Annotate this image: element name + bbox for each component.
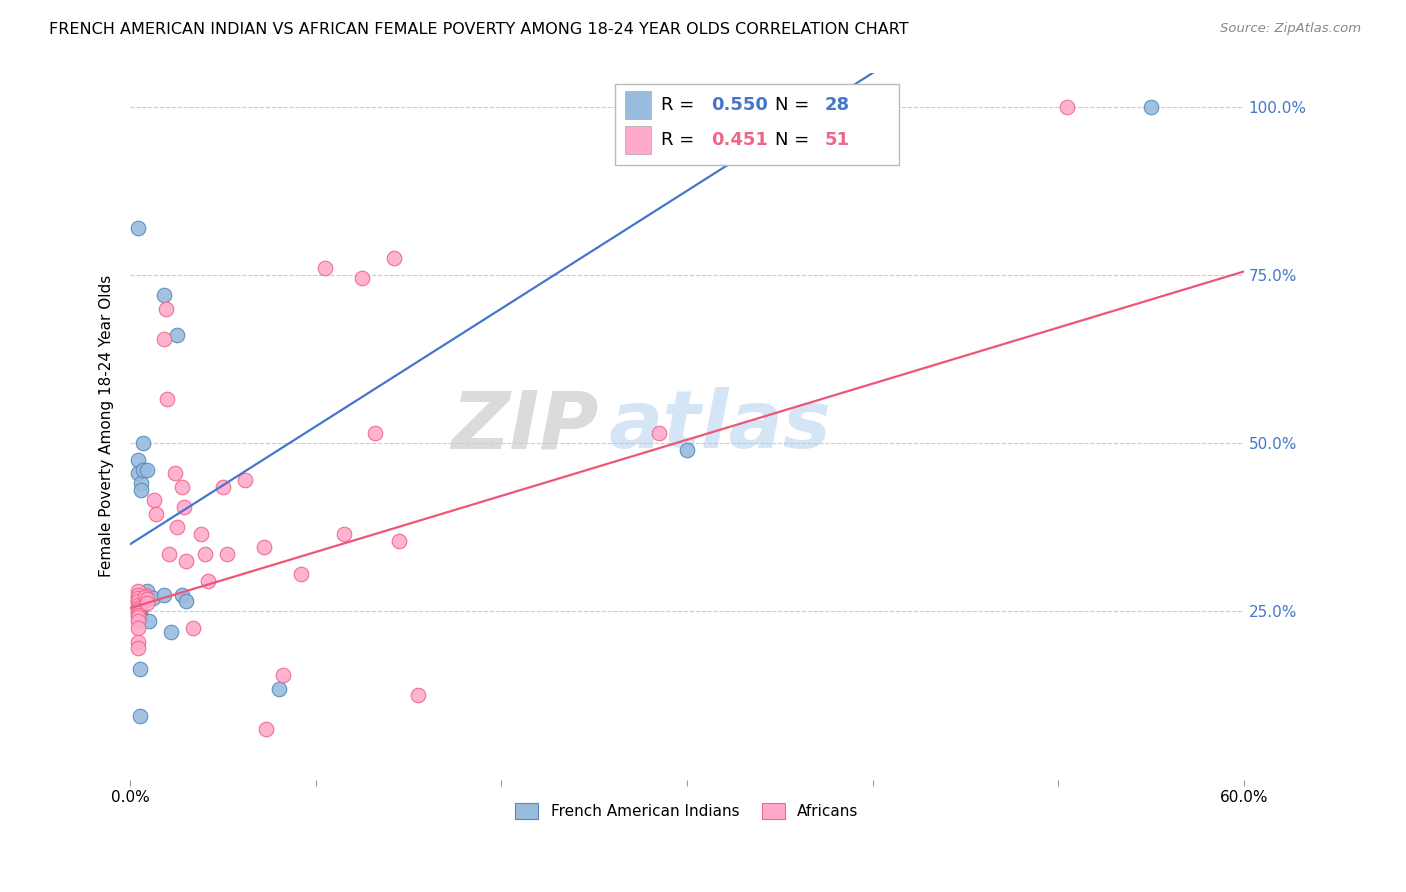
Point <box>127 467 149 481</box>
Point <box>136 463 159 477</box>
Point <box>127 594 149 608</box>
Point <box>127 615 149 629</box>
Point <box>128 708 150 723</box>
Point <box>163 467 186 481</box>
Point <box>128 662 150 676</box>
Point <box>127 598 149 612</box>
Point <box>132 463 155 477</box>
Text: 28: 28 <box>825 95 851 114</box>
Point <box>134 588 156 602</box>
Point <box>290 567 312 582</box>
Point <box>1056 100 1078 114</box>
Point <box>131 483 153 498</box>
Point <box>128 606 150 620</box>
Point <box>128 598 150 612</box>
Point <box>314 261 336 276</box>
Point <box>136 592 159 607</box>
FancyBboxPatch shape <box>614 84 898 165</box>
Y-axis label: Female Poverty Among 18-24 Year Olds: Female Poverty Among 18-24 Year Olds <box>100 275 114 577</box>
Point <box>166 520 188 534</box>
Point <box>332 527 354 541</box>
Point <box>174 554 197 568</box>
Point <box>127 591 149 605</box>
Text: 0.451: 0.451 <box>711 131 769 149</box>
Point <box>136 596 159 610</box>
Point <box>173 500 195 514</box>
Point <box>128 607 150 622</box>
Point <box>128 609 150 624</box>
Point <box>174 594 197 608</box>
Point <box>142 591 165 605</box>
Point <box>128 601 150 615</box>
Point <box>152 588 174 602</box>
Point <box>212 480 235 494</box>
Point <box>127 607 149 622</box>
Text: R =: R = <box>661 95 700 114</box>
Point <box>382 251 405 265</box>
Point <box>157 547 180 561</box>
Point <box>166 328 188 343</box>
Point <box>131 476 153 491</box>
Point <box>127 220 149 235</box>
Point <box>193 547 215 561</box>
Point <box>253 541 276 555</box>
Point <box>127 594 149 608</box>
Point <box>145 507 167 521</box>
Point <box>215 547 238 561</box>
Point <box>156 392 179 407</box>
Point <box>172 588 194 602</box>
Point <box>132 436 155 450</box>
FancyBboxPatch shape <box>624 91 651 119</box>
Point <box>406 689 429 703</box>
Point <box>152 288 174 302</box>
Point <box>1140 100 1163 114</box>
Point <box>127 606 149 620</box>
Point <box>127 621 149 635</box>
Text: 0.550: 0.550 <box>711 95 769 114</box>
Point <box>138 615 160 629</box>
Point <box>648 425 671 440</box>
Point <box>127 603 149 617</box>
Text: N =: N = <box>775 95 815 114</box>
Text: R =: R = <box>661 131 700 149</box>
Text: N =: N = <box>775 131 815 149</box>
Point <box>136 584 159 599</box>
Text: 51: 51 <box>825 131 851 149</box>
Point <box>127 609 149 624</box>
Point <box>127 591 149 605</box>
Point <box>197 574 219 588</box>
Point <box>127 453 149 467</box>
Point <box>352 271 374 285</box>
Point <box>152 332 174 346</box>
Text: atlas: atlas <box>609 387 832 466</box>
Point <box>127 584 149 599</box>
Point <box>127 634 149 648</box>
Point <box>364 425 387 440</box>
Point <box>267 681 290 696</box>
FancyBboxPatch shape <box>624 126 651 154</box>
Text: Source: ZipAtlas.com: Source: ZipAtlas.com <box>1220 22 1361 36</box>
Point <box>128 603 150 617</box>
Point <box>155 301 177 316</box>
Legend: French American Indians, Africans: French American Indians, Africans <box>509 797 865 825</box>
Point <box>190 527 212 541</box>
Point <box>254 722 277 736</box>
Point <box>388 533 411 548</box>
Point <box>235 473 257 487</box>
Point <box>160 624 183 639</box>
Point <box>183 621 205 635</box>
Point <box>143 493 166 508</box>
Text: FRENCH AMERICAN INDIAN VS AFRICAN FEMALE POVERTY AMONG 18-24 YEAR OLDS CORRELATI: FRENCH AMERICAN INDIAN VS AFRICAN FEMALE… <box>49 22 908 37</box>
Point <box>271 668 294 682</box>
Point <box>172 480 194 494</box>
Point <box>127 588 149 602</box>
Point <box>127 601 149 615</box>
Point <box>134 590 156 604</box>
Point <box>676 442 699 457</box>
Point <box>127 641 149 656</box>
Text: ZIP: ZIP <box>450 387 598 466</box>
